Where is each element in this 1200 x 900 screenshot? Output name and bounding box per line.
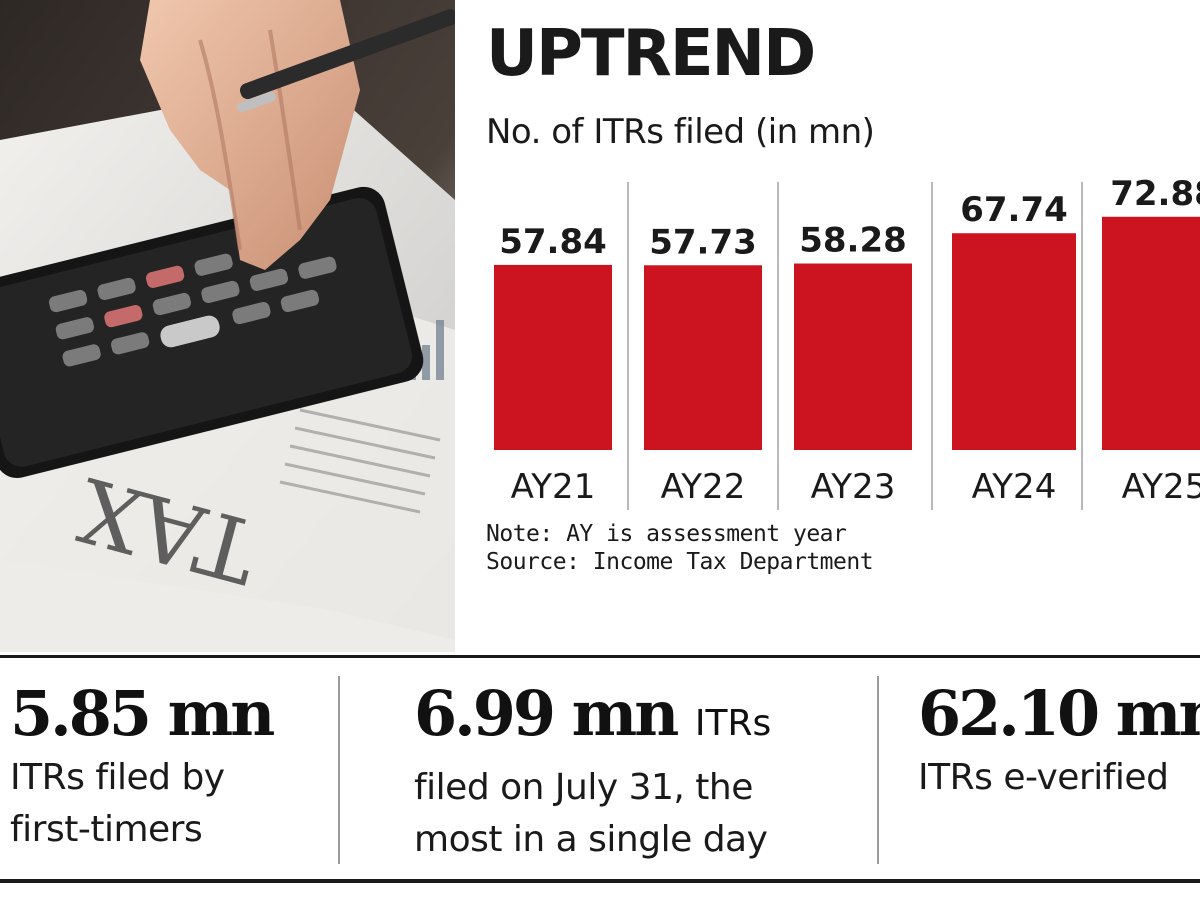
stat-line: ITRs filed by <box>10 757 225 798</box>
stat-value-suffix: ITRs <box>694 703 772 744</box>
value-label-ay24: 67.74 <box>960 190 1068 230</box>
stat-first-timers: 5.85 mn ITRs filed by first-timers <box>10 676 275 856</box>
category-label-ay23: AY23 <box>811 467 896 507</box>
chart-note: Note: AY is assessment year <box>486 521 847 547</box>
stat-line: first-timers <box>10 809 203 850</box>
bar-ay21 <box>494 264 612 450</box>
stat-value-number: 62.10 mn <box>918 677 1200 750</box>
value-label-ay22: 57.73 <box>649 222 757 262</box>
chart-subtitle: No. of ITRs filed (in mn) <box>486 112 875 152</box>
chart-source: Source: Income Tax Department <box>486 549 874 575</box>
stat-value-number: 6.99 mn <box>414 677 679 750</box>
stat-divider <box>877 676 879 864</box>
category-label-ay21: AY21 <box>511 467 596 507</box>
stat-line: ITRs e-verified <box>918 757 1169 798</box>
stat-value: 62.10 mn <box>918 676 1200 752</box>
stat-divider <box>338 676 340 864</box>
value-label-ay21: 57.84 <box>499 222 607 262</box>
value-label-ay23: 58.28 <box>799 221 907 261</box>
category-label-ay25: AY25 <box>1122 467 1200 507</box>
value-label-ay25: 72.88 <box>1110 174 1200 214</box>
stat-july-31: 6.99 mn ITRs filed on July 31, the most … <box>414 676 771 866</box>
stat-value-number: 5.85 mn <box>10 677 275 750</box>
tax-calculator-photo: TAX <box>0 0 455 652</box>
stat-value: 6.99 mn ITRs <box>414 676 771 762</box>
stats-bottom-rule <box>0 879 1200 883</box>
category-label-ay24: AY24 <box>972 467 1057 507</box>
stat-line: filed on July 31, the <box>414 767 753 808</box>
stats-top-rule <box>0 655 1200 658</box>
itr-bar-chart: 57.84 AY21 57.73 AY22 58.28 AY23 67.74 AY24 72.8… <box>462 160 1200 520</box>
chart-title: UPTREND <box>486 17 816 91</box>
bar-ay22 <box>644 265 762 450</box>
stat-line: most in a single day <box>414 819 768 860</box>
bar-ay23 <box>794 263 912 450</box>
category-label-ay22: AY22 <box>661 467 746 507</box>
bar-ay24 <box>952 233 1076 450</box>
stat-e-verified: 62.10 mn ITRs e-verified <box>918 676 1200 804</box>
stat-value: 5.85 mn <box>10 676 275 752</box>
bar-ay25 <box>1102 216 1200 450</box>
